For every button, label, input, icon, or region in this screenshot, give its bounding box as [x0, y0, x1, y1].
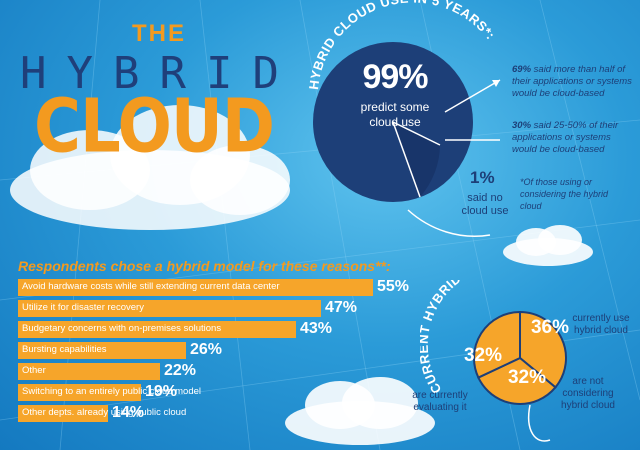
current-pie-graphic: CURRENT HYBRID CLOUD USE: [420, 280, 567, 442]
note-69-pct: 69% [512, 64, 532, 75]
title-hybrid: HYBRID [20, 48, 299, 99]
reason-bar: Switching to an entirely public cloud mo… [18, 384, 201, 401]
big-percent: 99% [362, 58, 428, 96]
title-the: THE [132, 20, 186, 47]
pie-label-not: are not considering hybrid cloud [561, 376, 615, 411]
reason-row: Other depts. already using public cloud 1… [18, 404, 186, 422]
reason-bar: Budgetary concerns with on-premises solu… [18, 321, 296, 338]
reason-row: Budgetary concerns with on-premises solu… [18, 320, 341, 338]
note-30-pct: 30% [512, 120, 532, 131]
note-30: 30% said 25-50% of their applications or… [512, 120, 632, 156]
reason-value: 22% [164, 362, 197, 379]
small-text-line1: said no [467, 192, 503, 204]
pie-label-use: currently use hybrid cloud [572, 313, 630, 336]
reason-row: Switching to an entirely public cloud mo… [18, 383, 201, 401]
note-69: 69% said more than half of their applica… [512, 64, 632, 100]
balloon-slice [393, 122, 440, 197]
pie-slice-use [519, 310, 567, 389]
reason-bar: Bursting capabilities [18, 342, 186, 359]
pie-pct-not: 32% [507, 367, 547, 388]
note-69-text: said more than half of their application… [512, 64, 632, 99]
pie-pct-eval: 32% [463, 345, 503, 366]
reason-row: Bursting capabilities 26% [18, 341, 231, 359]
reason-label: Other depts. already using public cloud [22, 407, 187, 418]
reason-label: Switching to an entirely public cloud mo… [22, 386, 202, 397]
big-text-line2: cloud use [369, 115, 421, 129]
reason-label: Utilize it for disaster recovery [22, 302, 144, 313]
pie-chart [473, 310, 567, 405]
reason-label: Other [22, 365, 46, 376]
balloon-graphic: HYBRID CLOUD USE IN 5 YEARS*: [306, 0, 501, 237]
reason-bar: Utilize it for disaster recovery [18, 300, 321, 317]
reason-bar: Avoid hardware costs while still extendi… [18, 279, 373, 296]
note-30-text: said 25-50% of their applications or sys… [512, 120, 619, 155]
reason-row: Utilize it for disaster recovery 47% [18, 299, 366, 317]
reason-value: 55% [377, 278, 410, 295]
reason-row: Avoid hardware costs while still extendi… [18, 278, 418, 296]
reason-value: 43% [300, 320, 333, 337]
reason-value: 14% [112, 404, 145, 421]
pie-label-eval: are currently evaluating it [412, 390, 468, 413]
title-cloud: CLOUD [34, 85, 275, 171]
reason-row: Other 22% [18, 362, 205, 380]
pie-pct-use: 36% [530, 317, 570, 338]
reason-value: 19% [145, 383, 178, 400]
reasons-title: Respondents chose a hybrid model for the… [18, 258, 391, 274]
pie-string [528, 404, 551, 442]
reason-label: Bursting capabilities [22, 344, 107, 355]
small-percent: 1% [470, 168, 495, 187]
big-text-line1: predict some [360, 100, 430, 114]
reason-bar: Other depts. already using public cloud [18, 405, 186, 422]
pie-slice-eval [473, 310, 521, 379]
reason-value: 26% [190, 341, 223, 358]
pointer-line-1 [444, 79, 501, 113]
reason-label: Budgetary concerns with on-premises solu… [22, 323, 222, 334]
reason-bar: Other [18, 363, 160, 380]
small-text-line2: cloud use [461, 205, 509, 217]
footnote: *Of those using or considering the hybri… [520, 177, 609, 211]
balloon-string [407, 209, 491, 237]
reason-value: 47% [325, 299, 358, 316]
reason-label: Avoid hardware costs while still extendi… [22, 281, 280, 292]
